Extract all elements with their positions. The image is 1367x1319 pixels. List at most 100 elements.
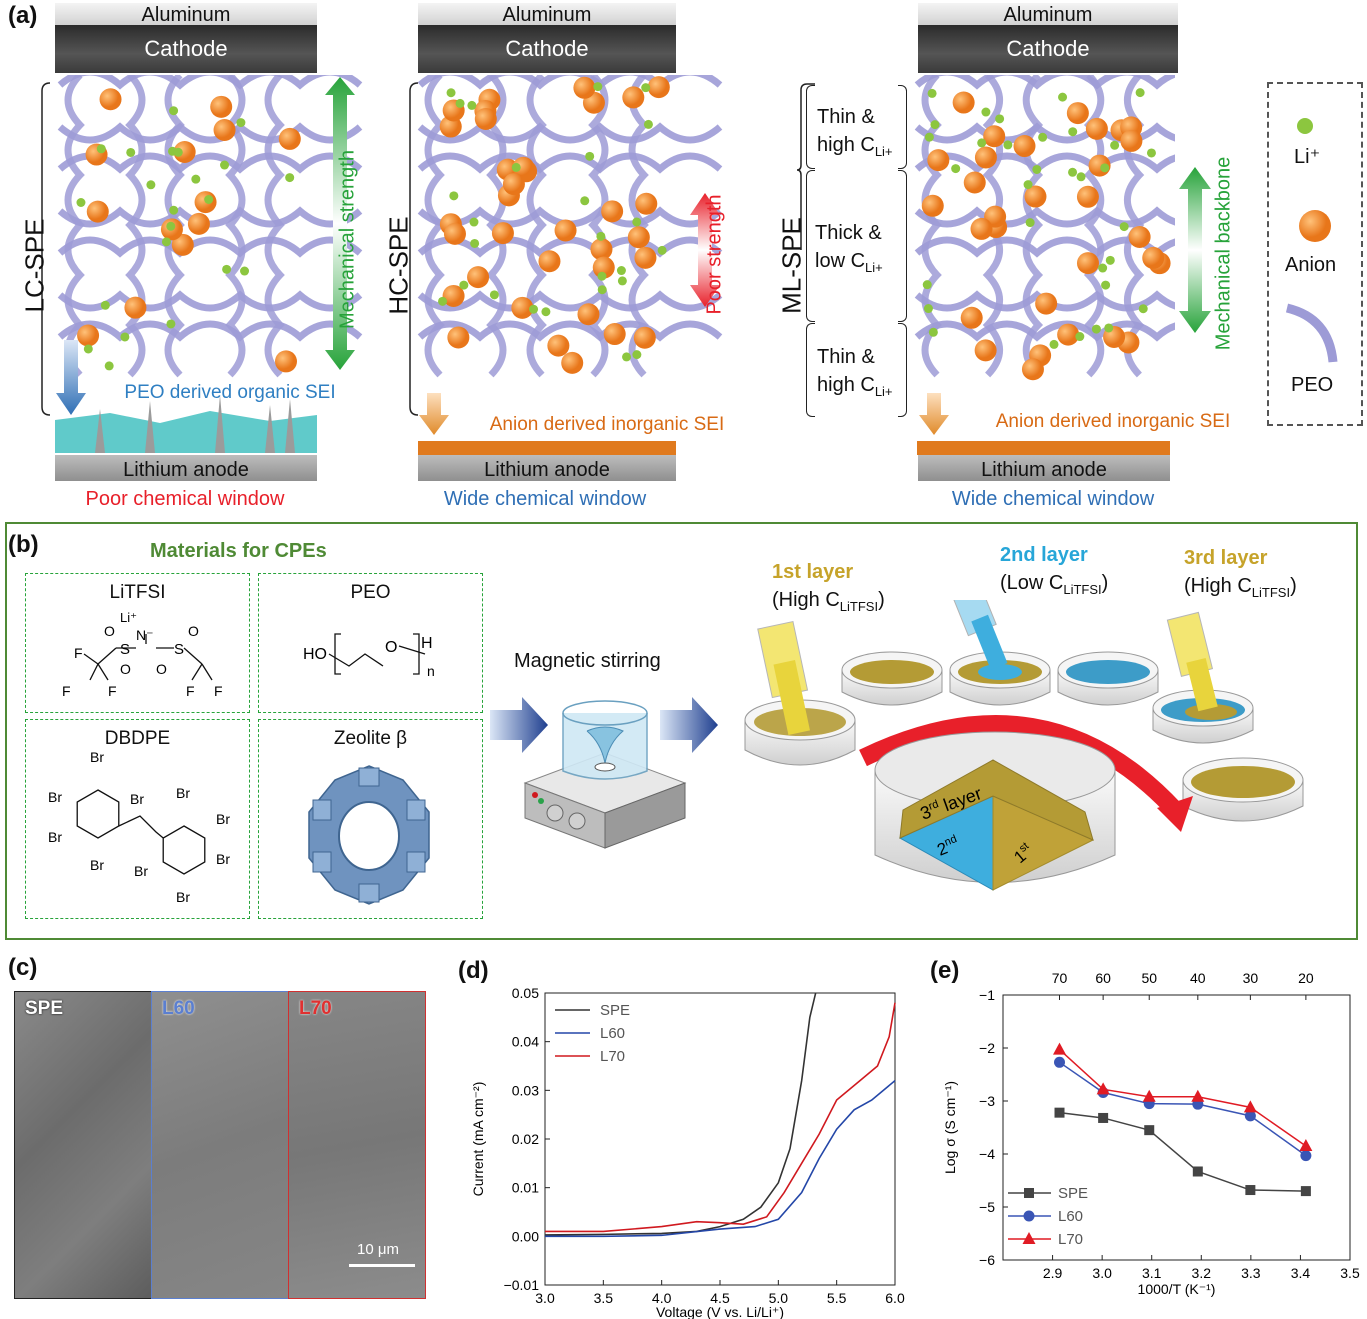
peo-chain <box>914 206 1175 228</box>
x-axis-label: Voltage (V vs. Li/Li⁺) <box>656 1304 784 1319</box>
panel-e-label: (e) <box>930 957 960 984</box>
li-ion <box>1091 324 1101 334</box>
li-ion <box>632 217 642 227</box>
br-text: Br <box>48 829 62 845</box>
second-layer-text: 2nd <box>934 833 962 860</box>
layer-2-desc-b: ) <box>1101 572 1109 594</box>
li-ion <box>1105 255 1115 265</box>
x-tick-label: 3.5 <box>1340 1265 1360 1281</box>
anion-particle <box>547 334 570 357</box>
ethane-bridge <box>118 815 164 839</box>
br-text: Br <box>90 857 104 873</box>
li-ion <box>1101 280 1111 290</box>
peo-chain <box>57 75 363 90</box>
f4-text: F <box>186 683 195 699</box>
li-ion <box>1058 92 1068 102</box>
data-point-l70 <box>1191 1089 1205 1102</box>
layer-3-conc: high C <box>817 374 875 396</box>
legend-peo: PEO <box>1291 374 1334 396</box>
materials-title: Materials for CPEs <box>150 540 327 562</box>
x-tick-label: 5.5 <box>827 1290 847 1306</box>
anion-particle <box>171 233 194 256</box>
lithium-anode-label: Lithium anode <box>55 455 317 481</box>
anion-particle <box>974 146 997 169</box>
dendrite <box>285 399 295 453</box>
li-ion <box>1119 222 1129 232</box>
layer-2-title: 2nd layer <box>1000 544 1088 566</box>
o3-text: O <box>188 623 199 639</box>
li-ion <box>166 221 176 231</box>
green-double-arrow <box>325 77 355 370</box>
peo-chain <box>417 320 723 342</box>
series-line-l60 <box>545 1079 896 1238</box>
anion-particle <box>491 222 514 245</box>
peo-chain-icon <box>1285 303 1338 363</box>
li-ion <box>236 118 246 128</box>
wide-window-label: Wide chemical window <box>951 488 1155 510</box>
hc-spe-label: HC-SPE <box>383 216 414 315</box>
li-ion <box>1110 140 1120 150</box>
series-line-l60 <box>1059 1061 1307 1157</box>
li-ion <box>977 138 987 148</box>
li-ion <box>1003 140 1013 150</box>
ml-layer-2-text: Thick & low CLi+ <box>815 219 883 282</box>
o2-text: O <box>120 661 131 677</box>
br-text: Br <box>90 752 104 765</box>
data-point-spe <box>1300 1186 1311 1197</box>
litfsi-structure: Li⁺ N⁻ S S O O O O F F F F F <box>62 610 223 699</box>
li-ion <box>1104 323 1114 333</box>
layer-1-title: 1st layer <box>772 561 854 583</box>
ml-layer-3-text: Thin & high CLi+ <box>817 343 893 406</box>
anion-particle <box>1076 252 1099 275</box>
peo-chain <box>914 236 1175 258</box>
layer-3-line2: high CLi+ <box>817 371 893 406</box>
magnetic-stirrer-icon <box>523 700 687 849</box>
inorganic-sei-layer <box>418 441 676 455</box>
anion-particle <box>960 306 983 329</box>
layer-2-line1: Thick & <box>815 222 882 244</box>
dendrite <box>95 409 105 453</box>
top-tick-label: 40 <box>1190 970 1206 986</box>
layer-1-conc: high C <box>817 134 875 156</box>
li-ion <box>593 82 603 92</box>
anion-particle <box>274 350 297 373</box>
peo-box: PEO HO O H n <box>258 573 483 713</box>
bracket-bottom-right <box>898 323 907 417</box>
f2-text: F <box>62 683 71 699</box>
legend-label-l60: L60 <box>600 1025 625 1042</box>
li-ion <box>643 119 653 129</box>
peo-chain <box>57 152 363 174</box>
anion-particle <box>210 95 233 118</box>
anion-sei-label: Anion derived inorganic SEI <box>489 414 725 435</box>
li-ion <box>1038 132 1048 142</box>
y-tick-label: −5 <box>979 1199 995 1215</box>
li-ion <box>981 107 991 117</box>
lc-spe-structure <box>41 75 363 453</box>
peo-chain <box>64 75 85 378</box>
x-tick-label: 4.0 <box>652 1290 672 1306</box>
li-ion <box>173 147 183 157</box>
anion-particle <box>443 222 466 245</box>
lithium-anode-label: Lithium anode <box>418 455 676 481</box>
top-tick-label: 20 <box>1298 970 1314 986</box>
peo-chain <box>526 75 547 378</box>
data-point-l70 <box>1053 1042 1067 1055</box>
li-ion <box>922 280 932 290</box>
panel-b-frame <box>5 522 1358 940</box>
legend-marker-spe <box>1024 1188 1034 1198</box>
top-tick-label: 70 <box>1052 970 1068 986</box>
benzene-ring <box>162 825 206 875</box>
li-ion <box>1135 88 1145 98</box>
peo-sei-label: PEO derived organic SEI <box>124 382 336 403</box>
series-line-l70 <box>545 1002 896 1233</box>
anion-particle <box>511 296 534 319</box>
second-sup: nd <box>943 833 959 849</box>
y-tick-label: 0.04 <box>512 1034 539 1050</box>
li-ion <box>1076 172 1086 182</box>
legend-anion: Anion <box>1285 254 1337 276</box>
peo-chain <box>417 290 723 312</box>
li-ion <box>1075 332 1085 342</box>
arrow-right-1 <box>490 697 548 753</box>
li-ion <box>585 151 595 161</box>
hc-spe-structure <box>409 75 723 455</box>
